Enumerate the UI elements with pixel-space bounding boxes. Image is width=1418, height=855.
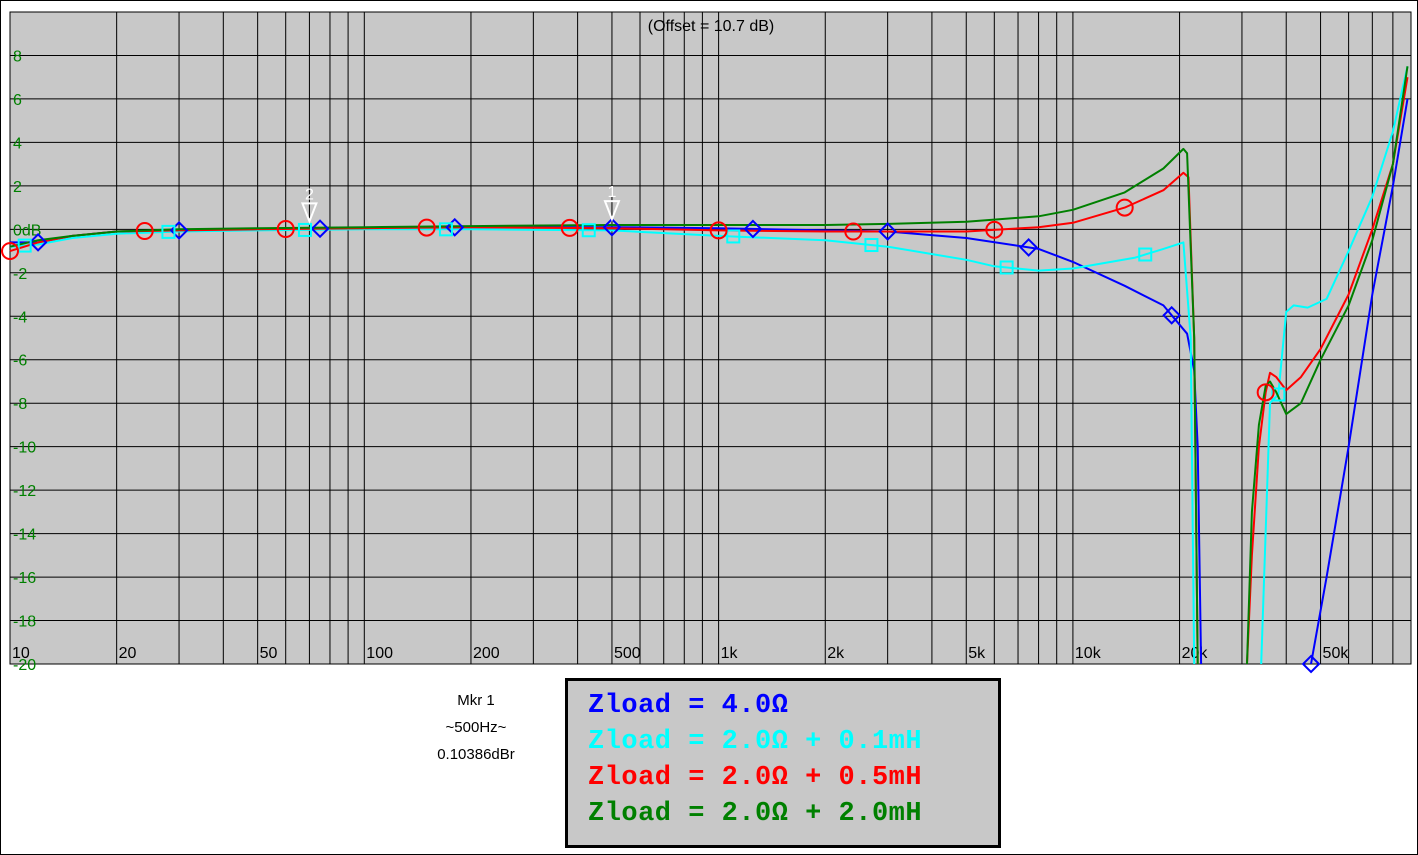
y-tick-label: -4 (13, 309, 27, 326)
square-marker (438, 222, 453, 237)
y-tick-label: -8 (13, 396, 27, 413)
legend-entry-2ohm-2.0mh: Zload = 2.0Ω + 2.0mH (588, 799, 923, 829)
x-tick-label: 1k (721, 645, 739, 662)
diamond-marker (1162, 305, 1182, 325)
diamond-marker (310, 219, 330, 239)
plot-area (9, 11, 1412, 665)
diamond-marker (878, 222, 898, 241)
square-marker (999, 260, 1014, 275)
readout-value: 0.10386dBr (437, 746, 515, 763)
x-tick-label: 20 (119, 645, 137, 662)
circle-marker (560, 218, 579, 237)
y-tick-label: 0dB (13, 222, 41, 239)
square-marker (864, 238, 879, 253)
y-tick-label: 6 (13, 92, 22, 109)
series-line-1-tail (1260, 66, 1409, 665)
x-tick-label: 200 (473, 645, 500, 662)
square-marker (581, 223, 596, 238)
series-line-3-tail (1246, 66, 1409, 665)
x-tick-label: 10k (1075, 645, 1102, 662)
square-marker (17, 238, 32, 253)
circle-marker (1256, 383, 1275, 402)
chart-title: (Offset = 10.7 dB) (648, 18, 774, 35)
marker-readout: Mkr 1 ~500Hz~ 0.10386dBr (401, 687, 551, 768)
x-tick-label: 2k (827, 645, 845, 662)
grid-lines (9, 11, 1412, 665)
square-marker (1138, 247, 1153, 262)
x-tick-label: 100 (366, 645, 393, 662)
legend: Zload = 4.0Ω Zload = 2.0Ω + 0.1mH Zload … (565, 678, 1001, 848)
y-tick-label: -14 (13, 527, 36, 544)
circle-marker (276, 220, 295, 239)
square-marker (1271, 387, 1286, 402)
y-tick-label: -6 (13, 353, 27, 370)
y-tick-label: -12 (13, 483, 36, 500)
diamond-marker (28, 232, 48, 252)
legend-entry-2ohm-0.1mh: Zload = 2.0Ω + 0.1mH (588, 727, 923, 757)
legend-entry-4ohm: Zload = 4.0Ω (588, 691, 789, 721)
x-tick-label: 50 (260, 645, 278, 662)
y-tick-label: -16 (13, 570, 36, 587)
circle-marker (985, 220, 1004, 239)
marker-label-1: 1 (607, 184, 616, 201)
marker-annotations: 12 (300, 184, 621, 225)
circle-marker (709, 221, 728, 240)
series-line-2-tail (1246, 77, 1409, 665)
y-tick-label: -18 (13, 614, 36, 631)
y-tick-label: -10 (13, 440, 36, 457)
marker-triangle-2 (300, 202, 318, 225)
diamond-marker (1019, 237, 1039, 257)
diamond-marker (602, 217, 622, 237)
point-markers (1, 198, 1321, 674)
x-tick-label: 50k (1323, 645, 1350, 662)
marker-label-2: 2 (305, 186, 314, 203)
marker-triangle-1 (603, 200, 621, 222)
series-line-0-tail (1310, 98, 1409, 665)
square-marker (297, 222, 312, 237)
readout-title: Mkr 1 (457, 692, 495, 709)
x-tick-label: 500 (614, 645, 641, 662)
circle-marker (1, 242, 19, 261)
y-tick-label: 4 (13, 135, 22, 152)
diamond-marker (743, 219, 763, 239)
y-tick-label: 2 (13, 179, 22, 196)
y-tick-label: -20 (13, 657, 36, 674)
square-marker (726, 229, 741, 244)
circle-marker (1115, 198, 1134, 217)
diamond-marker (1301, 654, 1321, 674)
circle-marker (844, 222, 863, 241)
y-tick-label: 8 (13, 48, 22, 65)
y-tick-label: -2 (13, 266, 27, 283)
diamond-marker (445, 217, 465, 237)
square-marker (161, 224, 176, 239)
readout-frequency: ~500Hz~ (445, 719, 507, 736)
legend-entry-2ohm-0.5mh: Zload = 2.0Ω + 0.5mH (588, 763, 923, 793)
circle-marker (417, 218, 436, 237)
circle-marker (135, 222, 154, 241)
x-tick-label: 10 (12, 645, 30, 662)
x-tick-label: 5k (968, 645, 986, 662)
